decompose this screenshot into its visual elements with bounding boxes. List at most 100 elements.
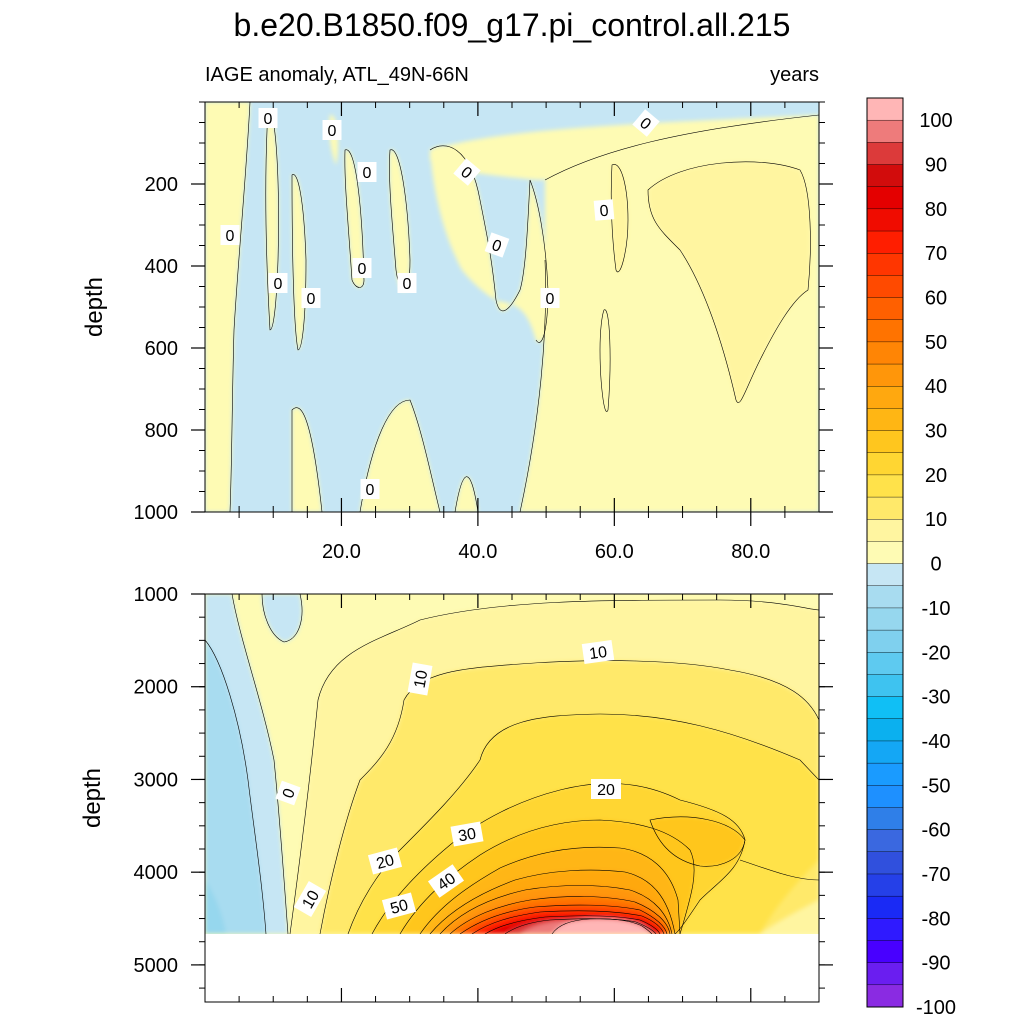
top-contour-line xyxy=(544,114,819,181)
colorbar-tick-label: -10 xyxy=(922,598,951,620)
colorbar-swatch xyxy=(866,496,904,520)
bottom-negative-top-patch xyxy=(262,594,303,642)
colorbar-swatch xyxy=(866,186,904,210)
colorbar-tick-label: 60 xyxy=(925,288,947,310)
contour-label-box xyxy=(301,288,321,308)
colorbar-tick-label: 50 xyxy=(925,332,947,354)
contour-label-text: 10 xyxy=(588,644,608,663)
contour-label-text: 30 xyxy=(457,826,478,846)
contour-label: 50 xyxy=(381,892,417,920)
colorbar-swatch xyxy=(866,142,904,166)
contour-label: 0 xyxy=(484,232,510,258)
y-tick-label: 3000 xyxy=(134,769,179,791)
colorbar-tick-label: -30 xyxy=(922,687,951,709)
contour-label-text: 0 xyxy=(226,228,235,245)
bottom-panel: 10 10 0 20 30 20 40 10 50 1000 2000 3000 4000 5000 d… xyxy=(79,584,833,1003)
colorbar-tick-label: 90 xyxy=(925,155,947,177)
colorbar-tick-label: 30 xyxy=(925,421,947,443)
top-contour-line xyxy=(647,161,811,403)
colorbar-swatch xyxy=(866,408,904,432)
top-warm-patch xyxy=(648,161,811,403)
bottom-contour-line xyxy=(484,915,661,934)
bottom-contour-line xyxy=(459,904,668,934)
colorbar-tick-label: -20 xyxy=(922,642,951,664)
top-contour-labels: 0 0 0 0 0 0 0 0 0 0 0 0 0 0 xyxy=(220,108,660,499)
contour-label-text: 0 xyxy=(274,276,283,293)
colorbar-tick-label: -50 xyxy=(922,775,951,797)
bottom-contour-line xyxy=(261,594,303,643)
y-tick-label: 1000 xyxy=(134,502,179,524)
colorbar-swatch xyxy=(866,740,904,764)
colorbar-swatch xyxy=(866,807,904,831)
contour-label: 10 xyxy=(293,881,327,917)
top-contour-line xyxy=(229,102,251,512)
colorbar-swatch xyxy=(866,718,904,742)
colorbar-swatch xyxy=(866,785,904,808)
colorbar-frame xyxy=(866,97,904,1008)
contour-label-box xyxy=(591,779,621,799)
colorbar-tick-label: -40 xyxy=(922,731,951,753)
top-positive-region-surface xyxy=(430,115,819,180)
colorbar-swatch xyxy=(866,97,904,121)
contour-label: 0 xyxy=(275,780,301,806)
colorbar-swatch xyxy=(866,474,904,498)
contour-label-text: 0 xyxy=(358,261,367,278)
bottom-contour-line xyxy=(649,816,746,867)
bottom-contour-line xyxy=(231,594,289,934)
contour-label-box xyxy=(540,288,560,308)
contour-label-text: 0 xyxy=(599,203,609,221)
colorbar-tick-label: -70 xyxy=(922,864,951,886)
colorbar-tick-label: 70 xyxy=(925,243,947,265)
contour-label-box xyxy=(357,162,377,182)
colorbar-swatch xyxy=(866,452,904,476)
contour-label: 0 xyxy=(593,199,615,221)
contour-label-box xyxy=(427,864,465,898)
colorbar-swatch xyxy=(866,585,904,609)
contour-label: 0 xyxy=(352,258,372,278)
bottom-contour-line xyxy=(739,859,819,881)
contour-label: 0 xyxy=(540,288,560,308)
colorbar-swatch xyxy=(866,652,904,675)
x-tick-label: 80.0 xyxy=(731,541,770,563)
contour-label-text: 50 xyxy=(389,897,411,918)
contour-label-text: 0 xyxy=(366,482,375,499)
contour-label-text: 0 xyxy=(307,291,316,308)
colorbar-swatch xyxy=(866,541,904,565)
contour-label: 0 xyxy=(397,273,417,293)
bottom-contour-line xyxy=(471,910,665,934)
colorbar-swatch xyxy=(866,674,904,698)
colorbar-swatch xyxy=(866,873,904,897)
contour-label-box xyxy=(367,847,403,875)
contour-label-text: 0 xyxy=(403,276,412,293)
top-contour-line xyxy=(454,476,479,512)
contour-label: 20 xyxy=(367,847,403,875)
top-positive-region-left xyxy=(205,102,250,512)
subtitle-right: years xyxy=(770,64,819,86)
contour-label: 40 xyxy=(427,864,465,898)
contour-label-text: 0 xyxy=(328,123,337,140)
colorbar-swatch xyxy=(866,563,904,587)
colorbar xyxy=(866,97,904,1008)
colorbar-tick-label: 20 xyxy=(925,465,947,487)
contour-label-text: 20 xyxy=(597,782,615,799)
bottom-negative-left-core xyxy=(205,880,226,934)
top-contour-line xyxy=(599,309,611,412)
contour-label-box xyxy=(397,273,417,293)
colorbar-tick-label: 100 xyxy=(919,110,952,132)
colorbar-swatch xyxy=(866,208,904,232)
top-y-axis-label: depth xyxy=(81,277,108,337)
contour-label: 0 xyxy=(301,288,321,308)
bottom-contour-line xyxy=(371,783,746,934)
contour-label: 30 xyxy=(450,821,484,847)
contour-label-box xyxy=(352,258,372,278)
top-warm-patch-small xyxy=(611,164,628,272)
contour-label: 0 xyxy=(357,162,377,182)
colorbar-swatch xyxy=(866,230,904,254)
top-panel: 0 0 0 0 0 0 0 0 0 0 0 0 0 0 200 400 600 800 1000 20.0 40.0… xyxy=(81,101,833,563)
contour-label-text: 0 xyxy=(264,111,273,128)
colorbar-swatch xyxy=(866,829,904,853)
chart-title: b.e20.B1850.f09_g17.pi_control.all.215 xyxy=(234,7,791,43)
y-tick-label: 4000 xyxy=(134,862,179,884)
contour-label-box xyxy=(581,640,615,664)
